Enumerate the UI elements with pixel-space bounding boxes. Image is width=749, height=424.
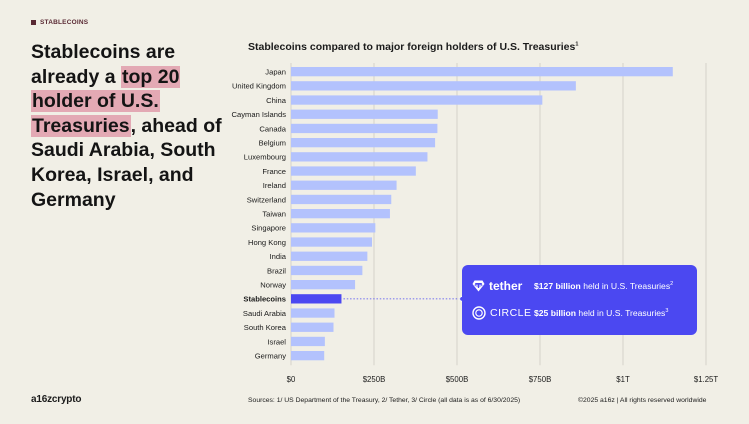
- circle-name: CIRCLE: [490, 307, 532, 319]
- x-tick-label: $0: [287, 375, 296, 384]
- category-label: Singapore: [251, 224, 286, 233]
- bar-israel: [291, 336, 325, 347]
- x-tick-label: $1T: [616, 375, 630, 384]
- category-label: Israel: [267, 337, 286, 346]
- category-label: Taiwan: [262, 210, 286, 219]
- callout-row-tether: tether $127 billion held in U.S. Treasur…: [472, 274, 687, 298]
- tether-text: held in U.S. Treasuries: [583, 281, 671, 291]
- bar-germany: [291, 351, 325, 361]
- bar-cayman-islands: [291, 109, 438, 119]
- category-label: Hong Kong: [248, 238, 286, 247]
- x-tick-label: $500B: [446, 375, 469, 384]
- category-label: Cayman Islands: [232, 110, 287, 119]
- bar-brazil: [291, 265, 363, 276]
- bar-india: [291, 251, 368, 261]
- category-label: Germany: [255, 352, 286, 361]
- category-label: Ireland: [263, 181, 286, 190]
- circle-logo-icon: [472, 306, 486, 320]
- callout-row-circle: CIRCLE $25 billion held in U.S. Treasuri…: [472, 301, 687, 325]
- chart-title-sup: 1: [575, 41, 579, 48]
- tag-square-icon: [31, 20, 36, 25]
- category-label: Norway: [260, 281, 286, 290]
- bar-stablecoins: [291, 294, 342, 304]
- bar-luxembourg: [291, 152, 428, 162]
- category-label: South Korea: [244, 323, 287, 332]
- circle-brand: CIRCLE: [472, 306, 534, 320]
- bar-switzerland: [291, 194, 392, 205]
- bar-japan: [291, 67, 673, 77]
- category-label: Switzerland: [247, 195, 286, 204]
- category-label: Brazil: [267, 266, 286, 275]
- category-label: United Kingdom: [232, 82, 286, 91]
- headline-part1: Stablecoins are already a: [31, 41, 176, 88]
- tag-label: STABLECOINS: [40, 19, 89, 26]
- tether-amount: $127 billion: [534, 281, 581, 291]
- circle-holdings: $25 billion held in U.S. Treasuries3: [534, 308, 668, 318]
- bar-saudi-arabia: [291, 308, 335, 318]
- category-label: Saudi Arabia: [243, 309, 287, 318]
- category-label: Stablecoins: [243, 295, 286, 304]
- copyright-note: ©2025 a16z | All rights reserved worldwi…: [578, 397, 707, 404]
- x-tick-label: $750B: [529, 375, 552, 384]
- chart-title-text: Stablecoins compared to major foreign ho…: [248, 41, 576, 53]
- bar-south-korea: [291, 322, 334, 332]
- tether-logo-icon: [472, 280, 485, 292]
- category-label: Belgium: [259, 139, 286, 148]
- tether-name: tether: [489, 279, 523, 293]
- tether-holdings: $127 billion held in U.S. Treasuries2: [534, 281, 673, 291]
- bar-taiwan: [291, 209, 390, 219]
- bar-united-kingdom: [291, 81, 576, 91]
- circle-text: held in U.S. Treasuries: [578, 308, 666, 318]
- category-label: France: [262, 167, 286, 176]
- category-label: Luxembourg: [244, 153, 286, 162]
- sources-note: Sources: 1/ US Department of the Treasur…: [248, 397, 521, 404]
- a16zcrypto-logo: a16zcrypto: [31, 394, 82, 405]
- bar-china: [291, 95, 543, 105]
- section-tag: STABLECOINS: [31, 19, 88, 26]
- bar-hong-kong: [291, 237, 373, 247]
- bar-norway: [291, 280, 356, 290]
- headline: Stablecoins are already a top 20 holder …: [31, 40, 231, 212]
- bar-france: [291, 166, 416, 176]
- tether-brand: tether: [472, 279, 534, 293]
- bar-canada: [291, 123, 438, 134]
- stablecoin-callout: tether $127 billion held in U.S. Treasur…: [462, 265, 697, 335]
- category-label: China: [266, 96, 287, 105]
- x-tick-label: $1.25T: [694, 375, 719, 384]
- tether-sup: 2: [670, 281, 674, 288]
- circle-amount: $25 billion: [534, 308, 577, 318]
- bar-belgium: [291, 138, 436, 148]
- category-label: India: [270, 252, 287, 261]
- category-label: Japan: [265, 68, 286, 77]
- bar-ireland: [291, 180, 397, 190]
- chart-title: Stablecoins compared to major foreign ho…: [248, 41, 578, 53]
- circle-sup: 3: [665, 308, 669, 315]
- category-label: Canada: [259, 124, 286, 133]
- bar-singapore: [291, 223, 376, 233]
- headline-part2: , ahead of Saudi Arabia, South Korea, Is…: [31, 114, 222, 211]
- x-tick-label: $250B: [363, 375, 386, 384]
